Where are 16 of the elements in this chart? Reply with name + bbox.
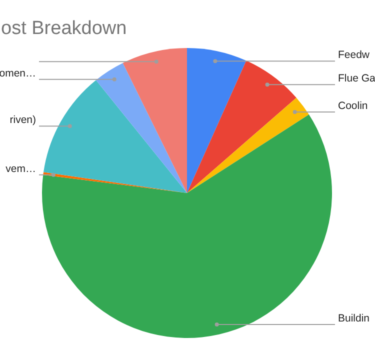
slice-label: Feedw <box>338 49 370 62</box>
slice-label: Flue Ga <box>338 72 375 85</box>
slice-label: Coolin <box>338 100 368 112</box>
pie-slice <box>96 62 187 193</box>
pie-slice <box>44 80 187 193</box>
pie-slice <box>187 98 309 193</box>
slice-label: vem… <box>6 162 36 175</box>
pie-slice <box>42 114 332 338</box>
pie-slice <box>122 48 187 193</box>
pie-slice <box>43 172 187 193</box>
chart-title: ost Breakdown <box>1 18 127 39</box>
slice-label: riven) <box>10 114 36 126</box>
pie-slice <box>187 60 296 193</box>
slice-label: Buildin <box>338 312 370 325</box>
slice-label: omen… <box>0 67 36 80</box>
pie-slice <box>187 48 246 193</box>
